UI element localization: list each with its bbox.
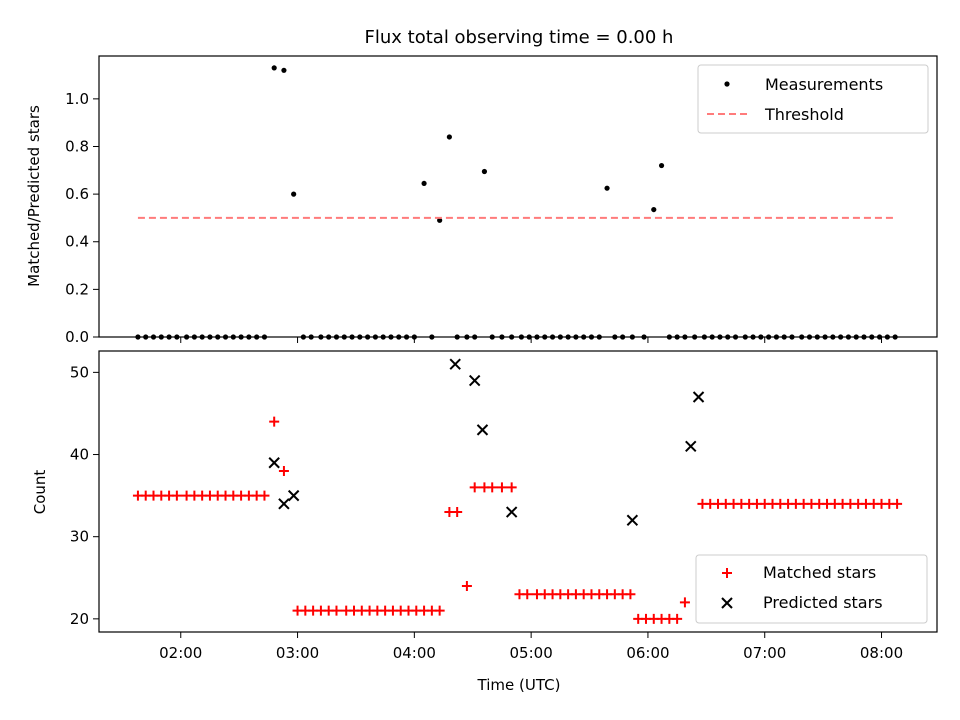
data-point	[506, 482, 517, 493]
bottom-axes-frame	[98, 350, 938, 633]
top-x-ticks	[180, 337, 883, 343]
data-point	[421, 180, 427, 187]
data-point	[476, 424, 489, 436]
data-point	[672, 613, 683, 624]
x-tick-label: 06:00	[626, 644, 669, 662]
data-point	[604, 185, 610, 191]
data-point	[446, 134, 452, 140]
bottom-x-ticks: 02:00 03:00 04:00 05:00 06:00 07:00 08:00	[159, 632, 903, 662]
y-tick-label: 1.0	[65, 90, 89, 108]
y-tick-label: 40	[70, 446, 89, 464]
bottom-legend: Matched stars Predicted stars	[695, 554, 928, 624]
bottom-y-axis-label: Count	[31, 470, 49, 515]
top-y-axis-label: Matched/Predicted stars	[25, 105, 43, 287]
data-point	[625, 589, 636, 600]
data-point	[626, 514, 639, 526]
data-point	[685, 440, 697, 453]
data-point	[452, 507, 463, 518]
legend-threshold-label: Threshold	[764, 105, 844, 124]
legend-predicted-label: Predicted stars	[763, 593, 883, 612]
data-point	[287, 489, 300, 502]
data-point	[434, 605, 445, 616]
data-point	[468, 374, 481, 387]
y-tick-label: 0.4	[65, 233, 89, 251]
x-tick-label: 08:00	[860, 644, 903, 662]
y-tick-label: 0.2	[65, 280, 89, 298]
data-point	[278, 498, 290, 510]
data-point	[269, 416, 280, 427]
data-point	[505, 506, 518, 518]
data-point	[271, 65, 277, 71]
y-tick-label: 30	[70, 528, 89, 546]
data-point	[651, 206, 657, 213]
data-point	[496, 482, 507, 493]
data-point	[692, 391, 705, 403]
x-tick-label: 03:00	[276, 644, 319, 662]
top-legend: Measurements Threshold	[697, 64, 929, 134]
top-y-ticks: 0.0 0.2 0.4 0.6 0.8 1.0	[65, 90, 99, 346]
y-tick-label: 0.0	[65, 328, 89, 346]
data-point	[679, 597, 690, 608]
data-point	[481, 168, 488, 175]
legend-matched-marker	[722, 568, 732, 578]
x-tick-label: 07:00	[743, 644, 786, 662]
bottom-y-ticks: 20 30 40 50	[70, 363, 99, 628]
bottom-x-axis-label: Time (UTC)	[477, 676, 561, 694]
series-matched-stars	[132, 416, 903, 624]
data-point	[331, 605, 342, 616]
data-point	[522, 589, 533, 600]
legend-matched-label: Matched stars	[763, 563, 876, 582]
data-point	[469, 482, 480, 493]
data-point	[658, 162, 665, 169]
legend-predicted-marker	[721, 597, 733, 609]
bottom-plot-area	[132, 358, 903, 624]
y-tick-label: 50	[70, 363, 89, 381]
data-point	[259, 490, 270, 501]
series-predicted-stars	[268, 358, 705, 526]
x-tick-label: 04:00	[393, 644, 436, 662]
data-point	[291, 191, 297, 197]
legend-measurements-label: Measurements	[765, 75, 883, 94]
data-point	[171, 490, 182, 501]
top-legend-box	[697, 64, 929, 134]
data-point	[461, 580, 472, 591]
figure-title: Flux total observing time = 0.00 h	[365, 27, 674, 48]
y-tick-label: 20	[70, 610, 89, 628]
data-point	[268, 457, 280, 469]
data-point	[449, 358, 461, 370]
top-axes-frame	[98, 55, 938, 338]
legend-measurements-marker	[724, 81, 730, 87]
y-tick-label: 0.6	[65, 185, 89, 203]
top-axes: 0.0 0.2 0.4 0.6 0.8 1.0 Matched/Predicted sta…	[25, 55, 938, 346]
data-point	[437, 217, 443, 223]
data-point	[278, 465, 289, 476]
x-tick-label: 05:00	[510, 644, 553, 662]
y-tick-label: 0.8	[65, 137, 89, 155]
x-tick-label: 02:00	[159, 644, 202, 662]
data-point	[281, 67, 287, 73]
data-point	[487, 482, 498, 493]
data-point	[892, 498, 903, 509]
bottom-legend-box	[695, 554, 928, 624]
